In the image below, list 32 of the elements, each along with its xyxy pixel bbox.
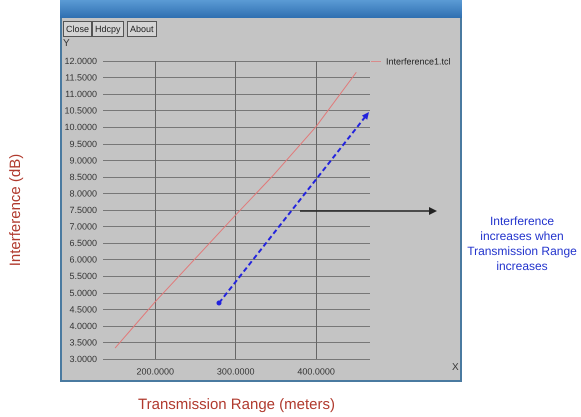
y-tick-label: 6.5000: [69, 238, 97, 248]
x-tick-label: 300.0000: [216, 366, 254, 376]
y-tick-label: 11.5000: [65, 72, 97, 83]
y-tick-label: 11.0000: [65, 89, 97, 100]
y-tick-label: 6.0000: [69, 254, 97, 265]
y-tick-label: 7.0000: [69, 222, 97, 232]
y-tick-label: 4.5000: [69, 304, 97, 314]
button: Hdcpy: [92, 21, 124, 37]
text: X: [452, 362, 459, 373]
y-tick-label: 3.0000: [69, 354, 97, 364]
y-tick-label: 3.5000: [69, 337, 97, 348]
y-tick-label: 7.5000: [69, 205, 97, 215]
y-tick-label: 4.0000: [69, 320, 97, 331]
x-tick-label: 200.0000: [136, 366, 174, 376]
y-tick-label: 9.5000: [69, 138, 97, 149]
legend-label: Interference1.tcl: [386, 56, 451, 66]
y-axis-title: Interference (dB): [7, 154, 24, 266]
y-tick-label: 10.0000: [64, 122, 97, 132]
button: Close: [63, 21, 92, 37]
x-tick-label: 400.0000: [297, 366, 335, 376]
line-series: [114, 72, 357, 349]
text: Interference increases when Transmission Range increases: [466, 214, 578, 274]
x-axis-title: Transmission Range (meters): [138, 396, 336, 413]
y-tick-label: 5.5000: [69, 271, 97, 282]
y-tick-label: 8.0000: [69, 188, 97, 198]
y-tick-label: 5.0000: [69, 288, 97, 298]
button: About: [127, 21, 157, 37]
y-tick-label: 9.0000: [69, 155, 97, 166]
y-tick-label: 8.5000: [69, 172, 97, 182]
text: Y: [63, 38, 70, 49]
y-tick-label: 10.5000: [64, 106, 97, 116]
y-tick-label: 12.0000: [64, 56, 97, 66]
